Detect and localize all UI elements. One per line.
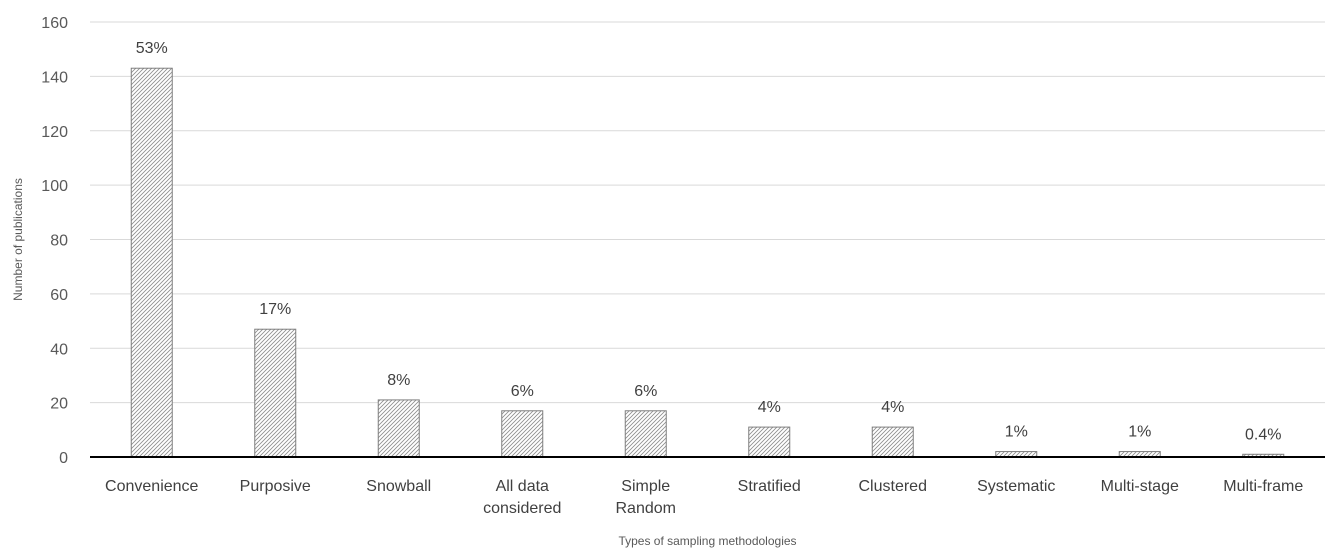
y-tick-label: 100 <box>41 178 68 195</box>
bar <box>748 426 791 458</box>
bar <box>130 67 173 458</box>
data-label: 6% <box>511 383 534 400</box>
x-category-label: Multi-stage <box>1101 478 1179 495</box>
y-tick-label: 20 <box>50 396 68 413</box>
bar <box>501 410 544 458</box>
x-category-label: Stratified <box>738 478 801 495</box>
y-tick-label: 80 <box>50 233 68 250</box>
data-label: 4% <box>758 399 781 416</box>
x-category-label: Clustered <box>859 478 927 495</box>
data-label: 8% <box>387 372 410 389</box>
bar <box>624 410 667 458</box>
x-axis-categories: Convenience Purposive Snowball All data cons… <box>105 478 1303 517</box>
x-category-label: Multi-frame <box>1223 478 1303 495</box>
data-label: 1% <box>1005 424 1028 441</box>
x-category-label: Purposive <box>240 478 311 495</box>
x-category-label: Snowball <box>366 478 431 495</box>
y-tick-label: 160 <box>41 15 68 32</box>
bars <box>130 67 1285 458</box>
x-category-label: Simple Random <box>616 478 676 517</box>
bar <box>254 328 297 458</box>
y-tick-label: 0 <box>59 450 68 467</box>
y-tick-label: 140 <box>41 69 68 86</box>
x-category-label: Systematic <box>977 478 1055 495</box>
data-label: 1% <box>1128 424 1151 441</box>
data-label: 4% <box>881 399 904 416</box>
x-category-label: Convenience <box>105 478 199 495</box>
y-axis-ticks: 0 20 40 60 80 100 120 140 160 <box>41 15 68 467</box>
x-category-label: All data considered <box>483 478 561 517</box>
data-label: 6% <box>634 383 657 400</box>
data-label: 53% <box>136 40 168 57</box>
y-tick-label: 40 <box>50 341 68 358</box>
bar <box>377 399 420 458</box>
bar <box>871 426 914 458</box>
data-labels: 53% 17% 8% 6% 6% 4% 4% 1% 1% 0.4% <box>136 40 1282 443</box>
y-tick-label: 120 <box>41 124 68 141</box>
data-label: 17% <box>259 301 291 318</box>
x-axis-title: Types of sampling methodologies <box>618 534 796 548</box>
data-label: 0.4% <box>1245 426 1281 443</box>
y-tick-label: 60 <box>50 287 68 304</box>
y-axis-title: Number of publications <box>11 178 25 301</box>
